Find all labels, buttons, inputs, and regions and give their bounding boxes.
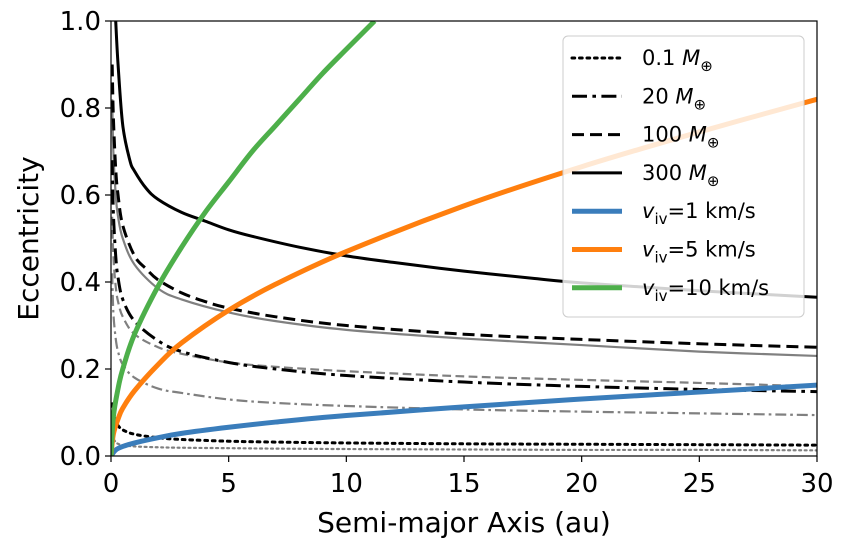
y-tick-label: 0.4: [60, 268, 101, 298]
x-tick-label: 10: [330, 469, 363, 499]
legend: 0.1 M⊕ 20 M⊕ 100 M⊕ 300 M⊕ viv=1 km/s viv=5 k…: [562, 35, 805, 318]
y-axis-label: Eccentricity: [12, 156, 45, 320]
axis-ticks: 0 5 10 15 20 25 30 0.0 0.2 0.4 0.6 0.8 1.0: [60, 7, 834, 499]
velocity-series-line-10: [111, 21, 377, 456]
legend-label: viv=5 km/s: [642, 238, 756, 267]
legend-label: 100 M⊕: [642, 123, 719, 152]
y-tick-label: 0.2: [60, 355, 101, 385]
mass-20-gray-series-line: [111, 273, 817, 417]
legend-box: [562, 35, 805, 318]
x-tick-label: 15: [447, 469, 480, 499]
legend-label: 300 M⊕: [642, 161, 719, 190]
y-tick-label: 0.0: [60, 442, 101, 472]
mass-300-black-series-line: [114, 21, 817, 299]
mass-0-1-gray-series-line: [111, 433, 817, 452]
mass-100-gray-series-line: [111, 216, 817, 388]
plot-frame: [110, 20, 818, 457]
mass-0-1-black-series-line: [111, 402, 817, 447]
y-tick-label: 0.8: [60, 94, 101, 124]
x-tick-label: 0: [103, 469, 120, 499]
mass-300-gray-series-line: [111, 99, 817, 358]
legend-label: viv=10 km/s: [642, 276, 769, 305]
x-tick-label: 20: [565, 469, 598, 499]
legend-label: viv=1 km/s: [642, 199, 756, 228]
x-tick-label: 25: [683, 469, 716, 499]
y-tick-label: 0.6: [60, 181, 101, 211]
x-tick-label: 5: [220, 469, 237, 499]
legend-label: 20 M⊕: [642, 84, 706, 113]
velocity-series-line-8: [111, 382, 817, 456]
mass-100-black-series-line: [111, 64, 817, 349]
y-tick-label: 1.0: [60, 7, 101, 37]
mass-20-black-series-line: [111, 160, 817, 394]
x-tick-label: 30: [800, 469, 833, 499]
x-axis-label: Semi-major Axis (au): [317, 506, 611, 539]
legend-label: 0.1 M⊕: [642, 46, 713, 75]
